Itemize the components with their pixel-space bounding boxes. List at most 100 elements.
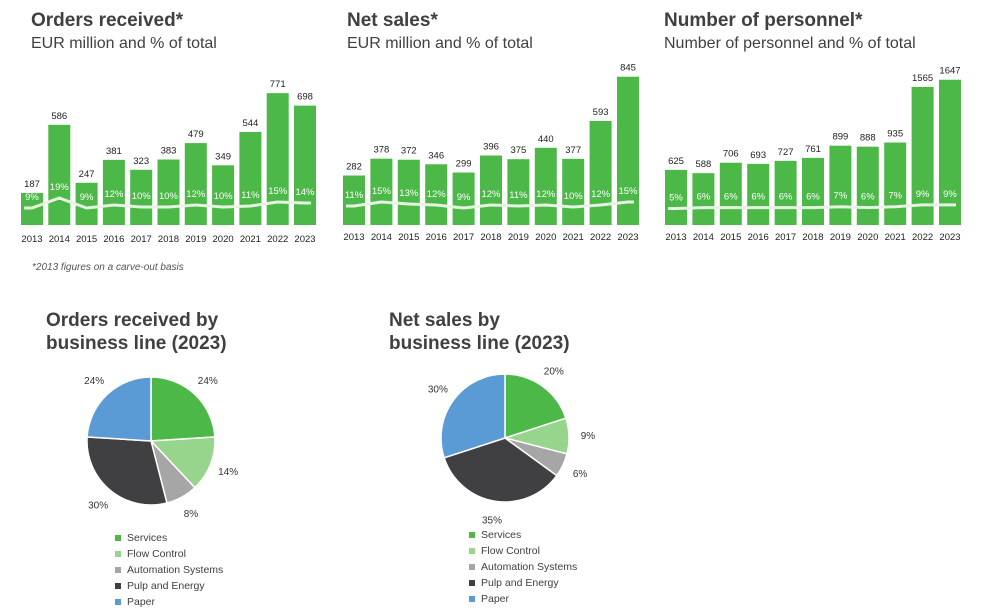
bar-2015 <box>397 159 420 225</box>
legend-swatch <box>115 583 121 589</box>
bar-2019 <box>829 145 852 225</box>
bar-2018 <box>157 159 180 225</box>
legend-item: Flow Control <box>115 546 223 562</box>
year-tick-label: 2020 <box>535 232 556 243</box>
year-tick-label: 2013 <box>343 232 364 243</box>
year-tick-label: 2022 <box>912 232 933 243</box>
bar-2013 <box>343 175 365 225</box>
bar-2021 <box>239 131 262 225</box>
pie-slice-label: 14% <box>218 467 238 478</box>
legend-item: Flow Control <box>469 543 577 559</box>
bar-2014 <box>370 158 393 225</box>
legend-label: Flow Control <box>481 545 540 557</box>
bar-2016 <box>102 159 125 225</box>
bar-value-label: 1647 <box>939 66 960 77</box>
bar-value-label: 593 <box>593 107 609 118</box>
share-percent-label: 11% <box>241 190 260 201</box>
pie-slice-paper <box>440 373 506 459</box>
pie-slice-flow-control <box>149 436 216 489</box>
legend-label: Automation Systems <box>481 561 578 573</box>
bar-2022 <box>911 86 934 225</box>
bar-value-label: 588 <box>695 159 711 170</box>
bar-value-label: 761 <box>805 144 821 155</box>
legend-swatch <box>469 532 475 538</box>
bar-2021 <box>562 158 585 225</box>
year-tick-label: 2021 <box>885 232 906 243</box>
year-tick-label: 2018 <box>802 232 823 243</box>
bar-value-label: 372 <box>401 146 417 157</box>
legend-item: Automation Systems <box>469 559 577 575</box>
bar-value-label: 299 <box>456 159 472 170</box>
bar-value-label: 323 <box>133 156 149 167</box>
net-sales-chart-subtitle: EUR million and % of total <box>347 35 533 52</box>
bar-2015 <box>75 182 98 225</box>
pie-slice-pulp-and-energy <box>86 436 168 506</box>
orders-chart-subtitle: EUR million and % of total <box>31 35 217 52</box>
sales-pie-title-line-2: business line (2023) <box>389 333 570 354</box>
year-tick-label: 2019 <box>508 232 529 243</box>
share-percent-label: 15% <box>268 186 288 197</box>
legend-label: Flow Control <box>127 548 186 560</box>
legend-swatch <box>115 567 121 573</box>
pie-slice-label: 20% <box>544 366 564 377</box>
bar-value-label: 187 <box>24 179 40 190</box>
share-line <box>668 203 956 210</box>
pie-slice-pulp-and-energy <box>443 437 558 503</box>
sales-pie-title-line-1: Net sales by <box>389 310 500 331</box>
pie-slice-label: 8% <box>184 509 199 520</box>
sales-pie-legend: Services Flow Control Automation Systems Pu… <box>469 527 577 607</box>
year-tick-label: 2016 <box>426 232 447 243</box>
bar-2013 <box>665 169 687 225</box>
bar-value-label: 247 <box>79 169 95 180</box>
bar-2022 <box>589 120 612 225</box>
pie-slice-label: 30% <box>428 385 448 396</box>
bar-2020 <box>212 165 235 225</box>
bar-2023 <box>939 79 961 226</box>
year-tick-label: 2016 <box>103 234 124 245</box>
share-percent-label: 6% <box>779 192 793 203</box>
pie-slice-services <box>504 373 567 440</box>
share-percent-label: 9% <box>916 189 930 200</box>
year-tick-label: 2022 <box>590 232 611 243</box>
share-percent-label: 9% <box>25 192 39 203</box>
share-percent-label: 10% <box>564 191 584 202</box>
bar-2016 <box>425 164 448 225</box>
legend-item: Paper <box>469 591 577 607</box>
share-percent-label: 6% <box>697 192 711 203</box>
share-percent-label: 15% <box>618 186 638 197</box>
bar-2016 <box>747 163 770 225</box>
year-tick-label: 2013 <box>21 234 42 245</box>
share-percent-label: 12% <box>481 189 501 200</box>
bar-value-label: 349 <box>215 151 231 162</box>
year-tick-label: 2017 <box>775 232 796 243</box>
bar-2023 <box>294 105 316 225</box>
share-percent-label: 6% <box>724 192 738 203</box>
bar-value-label: 845 <box>620 63 636 74</box>
orders-pie-title-line-1: Orders received by <box>46 310 219 331</box>
share-percent-label: 12% <box>536 189 556 200</box>
bar-value-label: 888 <box>860 133 876 144</box>
year-tick-label: 2019 <box>185 234 206 245</box>
year-tick-label: 2019 <box>830 232 851 243</box>
legend-swatch <box>115 551 121 557</box>
share-percent-label: 12% <box>104 189 124 200</box>
year-tick-label: 2018 <box>158 234 179 245</box>
year-tick-label: 2023 <box>617 232 638 243</box>
orders-pie-title: Orders received by business line (2023) <box>46 309 227 355</box>
share-percent-label: 14% <box>295 187 315 198</box>
legend-swatch <box>469 596 475 602</box>
share-percent-label: 9% <box>943 189 957 200</box>
year-tick-label: 2014 <box>693 232 714 243</box>
legend-label: Pulp and Energy <box>481 577 559 589</box>
bar-value-label: 479 <box>188 129 204 140</box>
year-tick-label: 2017 <box>131 234 152 245</box>
bar-2015 <box>719 162 742 225</box>
share-percent-label: 12% <box>591 189 611 200</box>
legend-label: Services <box>127 532 168 544</box>
share-percent-label: 10% <box>132 191 152 202</box>
year-tick-label: 2015 <box>720 232 741 243</box>
